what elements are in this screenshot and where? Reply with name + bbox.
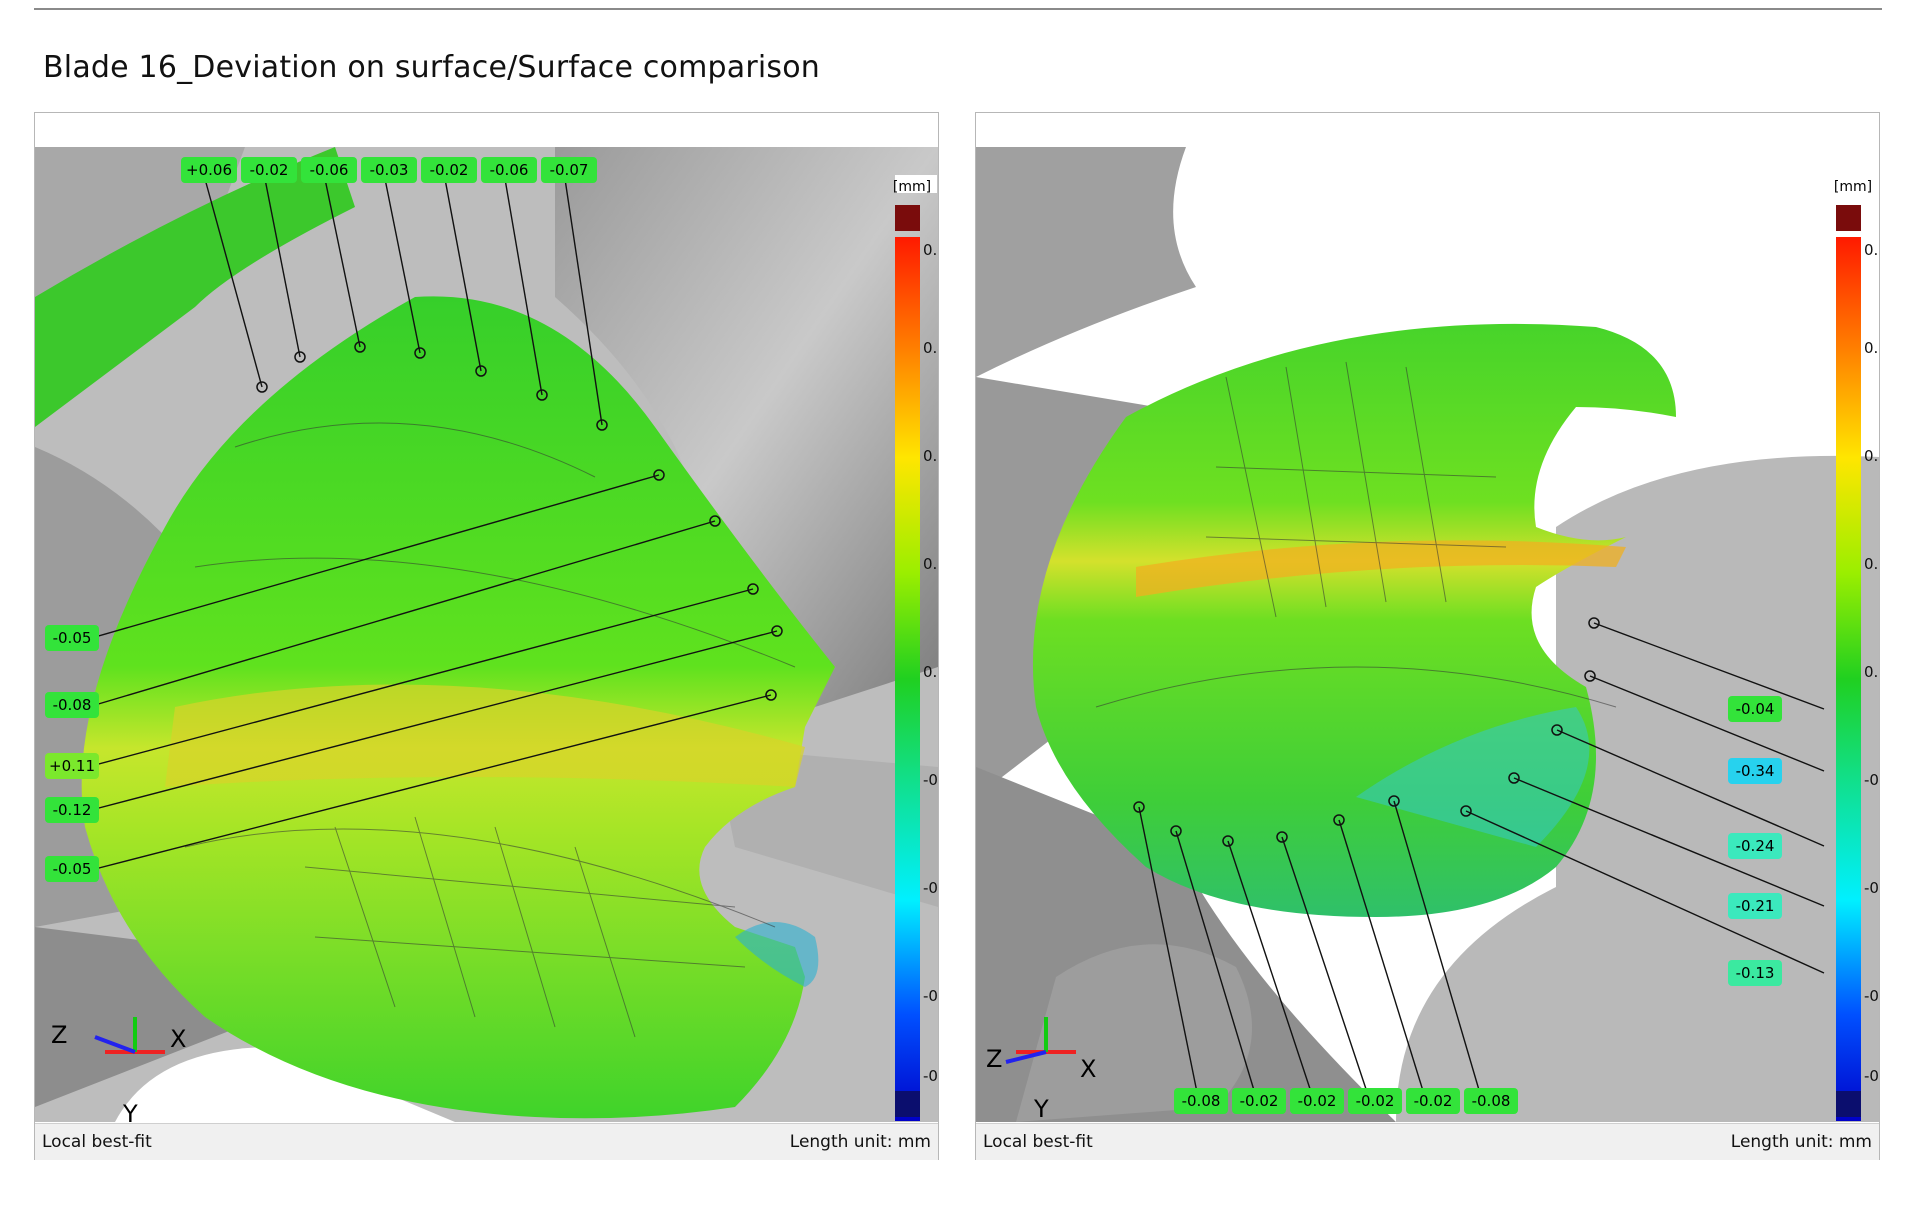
svg-text:0.15: 0.15: [923, 555, 938, 573]
deviation-label[interactable]: -0.08: [1174, 1088, 1228, 1114]
svg-text:-0.13: -0.13: [1736, 964, 1775, 982]
svg-text:-0.06: -0.06: [490, 161, 529, 179]
unit-text: Length unit: mm: [1730, 1132, 1872, 1152]
svg-text:0.60: 0.60: [923, 241, 938, 259]
svg-text:-0.02: -0.02: [1356, 1092, 1395, 1110]
svg-text:0.00: 0.00: [1864, 663, 1879, 681]
left-view-panel: +0.06 -0.02 -0.06 -0.03 -0.02 -0.06 -0.0…: [34, 112, 939, 1160]
svg-text:-0.06: -0.06: [310, 161, 349, 179]
svg-text:[mm]: [mm]: [1834, 179, 1872, 195]
deviation-label[interactable]: -0.05: [45, 856, 99, 882]
svg-text:0.00: 0.00: [923, 663, 938, 681]
svg-text:-0.08: -0.08: [53, 696, 92, 714]
deviation-label[interactable]: -0.02: [1348, 1088, 1402, 1114]
deviation-label[interactable]: -0.02: [1406, 1088, 1460, 1114]
svg-text:-0.15: -0.15: [1864, 771, 1879, 789]
svg-text:-0.02: -0.02: [1240, 1092, 1279, 1110]
svg-text:-0.05: -0.05: [53, 629, 92, 647]
axis-triad-icon: Z X Y: [51, 1017, 186, 1122]
svg-text:X: X: [1080, 1055, 1096, 1083]
svg-text:-0.08: -0.08: [1472, 1092, 1511, 1110]
svg-text:-0.02: -0.02: [1298, 1092, 1337, 1110]
deviation-label[interactable]: -0.21: [1728, 893, 1782, 919]
svg-text:-0.45: -0.45: [923, 987, 938, 1005]
svg-text:-0.05: -0.05: [53, 860, 92, 878]
right-3d-view[interactable]: -0.04 -0.34 -0.24 -0.21 -0.13 -0.08 -0.0…: [976, 147, 1879, 1122]
deviation-label[interactable]: -0.02: [241, 157, 297, 183]
svg-text:0.15: 0.15: [1864, 555, 1879, 573]
svg-text:0.45: 0.45: [1864, 339, 1879, 357]
left-footer: Local best-fit Length unit: mm: [35, 1123, 938, 1160]
deviation-label[interactable]: +0.11: [45, 753, 99, 779]
deviation-label[interactable]: -0.06: [481, 157, 537, 183]
svg-text:-0.21: -0.21: [1736, 897, 1775, 915]
deviation-label[interactable]: -0.02: [1232, 1088, 1286, 1114]
svg-text:-0.03: -0.03: [370, 161, 409, 179]
deviation-label[interactable]: -0.12: [45, 797, 99, 823]
deviation-label[interactable]: -0.06: [301, 157, 357, 183]
svg-text:-0.30: -0.30: [923, 879, 938, 897]
svg-text:+0.11: +0.11: [49, 757, 95, 775]
svg-text:-0.02: -0.02: [430, 161, 469, 179]
deviation-label[interactable]: -0.34: [1728, 758, 1782, 784]
left-3d-view[interactable]: +0.06 -0.02 -0.06 -0.03 -0.02 -0.06 -0.0…: [35, 147, 938, 1122]
deviation-label[interactable]: -0.04: [1728, 696, 1782, 722]
deviation-label[interactable]: -0.02: [421, 157, 477, 183]
svg-text:-0.02: -0.02: [1414, 1092, 1453, 1110]
svg-text:-0.34: -0.34: [1736, 762, 1775, 780]
svg-text:0.45: 0.45: [923, 339, 938, 357]
right-footer: Local best-fit Length unit: mm: [976, 1123, 1879, 1160]
svg-text:-0.15: -0.15: [923, 771, 938, 789]
svg-text:-0.60: -0.60: [1864, 1067, 1879, 1085]
deviation-label[interactable]: -0.13: [1728, 960, 1782, 986]
svg-text:0.60: 0.60: [1864, 241, 1879, 259]
deviation-label[interactable]: -0.05: [45, 625, 99, 651]
deviation-label[interactable]: -0.24: [1728, 833, 1782, 859]
right-view-panel: -0.04 -0.34 -0.24 -0.21 -0.13 -0.08 -0.0…: [975, 112, 1880, 1160]
svg-text:0.30: 0.30: [923, 447, 938, 465]
svg-text:X: X: [170, 1025, 186, 1053]
svg-text:[mm]: [mm]: [893, 179, 931, 195]
svg-text:-0.07: -0.07: [550, 161, 589, 179]
svg-text:Y: Y: [122, 1100, 138, 1122]
deviation-label[interactable]: +0.06: [181, 157, 237, 183]
svg-text:-0.04: -0.04: [1736, 700, 1775, 718]
svg-text:-0.08: -0.08: [1182, 1092, 1221, 1110]
color-scale-legend: [mm] 0.60 0.45 0.30 0.15 0.00 -0.15 -0.3…: [1834, 179, 1879, 1121]
axis-triad-icon: Z X Y: [986, 1017, 1096, 1122]
unit-text: Length unit: mm: [789, 1132, 931, 1152]
svg-text:+0.06: +0.06: [186, 161, 232, 179]
svg-text:0.30: 0.30: [1864, 447, 1879, 465]
svg-text:-0.12: -0.12: [53, 801, 92, 819]
svg-text:Z: Z: [986, 1045, 1002, 1073]
top-rule: [34, 8, 1882, 10]
fit-mode-text: Local best-fit: [983, 1132, 1093, 1152]
svg-text:Y: Y: [1033, 1095, 1049, 1122]
fit-mode-text: Local best-fit: [42, 1132, 152, 1152]
svg-text:-0.45: -0.45: [1864, 987, 1879, 1005]
svg-text:-0.24: -0.24: [1736, 837, 1775, 855]
page-title: Blade 16_Deviation on surface/Surface co…: [43, 50, 821, 85]
deviation-label[interactable]: -0.08: [1464, 1088, 1518, 1114]
deviation-label[interactable]: -0.03: [361, 157, 417, 183]
color-scale-legend: [mm] 0.60 0.45 0.30 0.15 0.00 -0.15 -0.3…: [893, 175, 938, 1121]
svg-text:Z: Z: [51, 1021, 67, 1049]
svg-text:-0.60: -0.60: [923, 1067, 938, 1085]
deviation-label[interactable]: -0.07: [541, 157, 597, 183]
deviation-label[interactable]: -0.02: [1290, 1088, 1344, 1114]
svg-text:-0.02: -0.02: [250, 161, 289, 179]
svg-text:-0.30: -0.30: [1864, 879, 1879, 897]
deviation-label[interactable]: -0.08: [45, 692, 99, 718]
